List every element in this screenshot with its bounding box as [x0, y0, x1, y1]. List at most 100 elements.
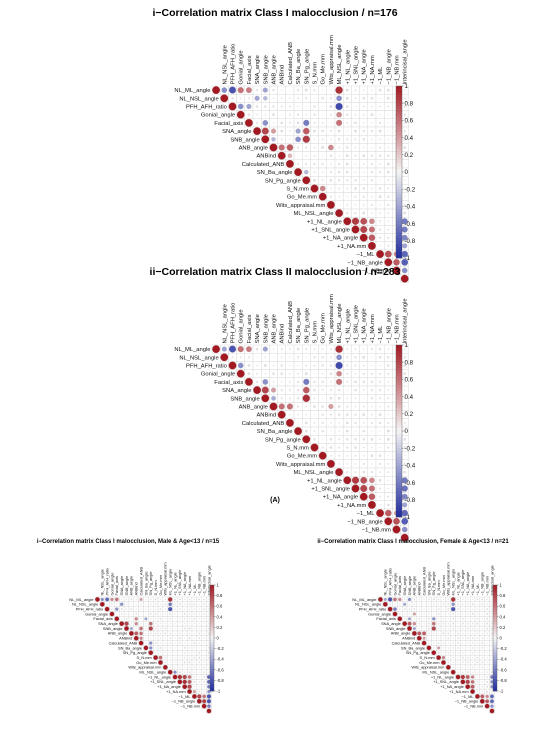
- correlation-circle: [237, 103, 244, 110]
- colorbar-segment: [493, 604, 497, 607]
- correlation-circle: [363, 122, 365, 124]
- colorbar-segment: [396, 459, 402, 463]
- correlation-circle: [321, 179, 324, 182]
- correlation-circle: [346, 162, 349, 166]
- correlation-circle: [247, 372, 251, 375]
- correlation-circle: [486, 690, 488, 693]
- correlation-circle: [168, 607, 173, 612]
- correlation-circle: [491, 618, 493, 620]
- colorbar-segment: [493, 660, 497, 664]
- correlation-circle: [303, 127, 310, 135]
- correlation-circle: [451, 607, 456, 612]
- correlation-circle: [184, 618, 186, 620]
- correlation-circle: [321, 146, 324, 149]
- colorbar-segment: [396, 126, 402, 130]
- correlation-circle: [486, 613, 488, 615]
- colorbar-segment: [493, 623, 497, 626]
- correlation-circle: [193, 671, 195, 673]
- colorbar-segment: [210, 655, 214, 658]
- colorbar-segment: [210, 604, 214, 607]
- colorbar-tick-label: -1: [217, 688, 221, 693]
- correlation-circle: [476, 676, 478, 678]
- correlation-circle: [481, 647, 483, 649]
- colorbar-segment: [210, 668, 214, 671]
- correlation-circle: [182, 684, 188, 690]
- row-label: PFH_AFH_ratio: [186, 105, 227, 111]
- colorbar-tick-label: 1: [405, 83, 409, 90]
- correlation-circle: [387, 356, 390, 359]
- correlation-circle: [408, 617, 412, 621]
- correlation-circle: [192, 694, 197, 699]
- correlation-circle: [363, 455, 365, 457]
- colorbar-segment: [396, 422, 402, 426]
- row-label: SNA_angle: [222, 129, 251, 135]
- correlation-circle: [245, 87, 252, 94]
- correlation-circle: [129, 631, 134, 636]
- correlation-circle: [198, 666, 200, 668]
- correlation-circle: [387, 162, 390, 166]
- colorbar-segment: [210, 630, 214, 633]
- correlation-circle: [145, 613, 147, 615]
- colorbar-segment: [396, 114, 402, 118]
- correlation-circle: [371, 147, 373, 148]
- correlation-circle: [130, 618, 132, 620]
- correlation-circle: [354, 397, 357, 400]
- row-label: −1_NB.mm: [362, 528, 391, 534]
- column-label: −1_NB.mm: [395, 55, 401, 84]
- colorbar-segment: [493, 615, 497, 618]
- correlation-circle: [314, 414, 315, 416]
- correlation-circle: [134, 617, 138, 621]
- colorbar-segment: [396, 373, 402, 377]
- colorbar-tick-label: 0.2: [405, 411, 414, 418]
- correlation-circle: [418, 599, 420, 600]
- correlation-circle: [431, 621, 436, 626]
- row-label: Facial_axis: [93, 616, 113, 621]
- correlation-circle: [362, 413, 365, 416]
- class-i-female-age13-correlation-matrix: ii−Correlation matrix Class I malocclusi…: [317, 539, 509, 714]
- row-label: ANB_angle: [239, 405, 268, 411]
- correlation-circle: [203, 686, 205, 688]
- correlation-circle: [297, 356, 300, 359]
- column-label: SNA_angle: [255, 314, 261, 343]
- correlation-circle: [379, 114, 381, 116]
- colorbar-segment: [396, 494, 402, 498]
- correlation-circle: [346, 154, 349, 157]
- row-label: +1_NA.mm: [166, 689, 186, 694]
- correlation-circle: [457, 603, 459, 606]
- correlation-circle: [164, 618, 166, 620]
- column-label: SN_Pg_angle: [431, 571, 436, 595]
- correlation-circle: [187, 689, 192, 694]
- colorbar-tick-label: -0.6: [405, 480, 416, 487]
- correlation-circle: [476, 671, 478, 673]
- correlation-circle: [392, 266, 401, 275]
- correlation-circle: [423, 618, 425, 620]
- correlation-circle: [193, 662, 195, 663]
- correlation-circle: [447, 657, 449, 659]
- correlation-circle: [433, 608, 435, 610]
- correlation-circle: [486, 618, 488, 620]
- correlation-circle: [354, 373, 357, 375]
- correlation-circle: [404, 414, 406, 416]
- colorbar-segment: [396, 169, 402, 173]
- correlation-circle: [270, 387, 277, 393]
- colorbar-segment: [210, 585, 214, 588]
- colorbar-segment: [396, 416, 402, 420]
- correlation-circle: [179, 666, 181, 668]
- colorbar-segment: [210, 607, 214, 611]
- correlation-circle: [472, 642, 474, 644]
- correlation-circle: [379, 228, 382, 231]
- correlation-circle: [486, 652, 488, 654]
- colorbar-segment: [493, 668, 497, 671]
- correlation-circle: [362, 195, 365, 198]
- correlation-circle: [397, 616, 403, 622]
- correlation-circle: [472, 608, 474, 610]
- correlation-circle: [412, 631, 417, 636]
- correlation-circle: [110, 597, 114, 602]
- correlation-circle: [418, 603, 420, 605]
- correlation-circle: [179, 642, 181, 644]
- colorbar-segment: [396, 393, 402, 397]
- row-label: −1_NB_angle: [172, 699, 196, 704]
- correlation-circle: [203, 691, 205, 693]
- correlation-circle: [297, 89, 300, 92]
- column-label: Facial_axis: [397, 576, 402, 596]
